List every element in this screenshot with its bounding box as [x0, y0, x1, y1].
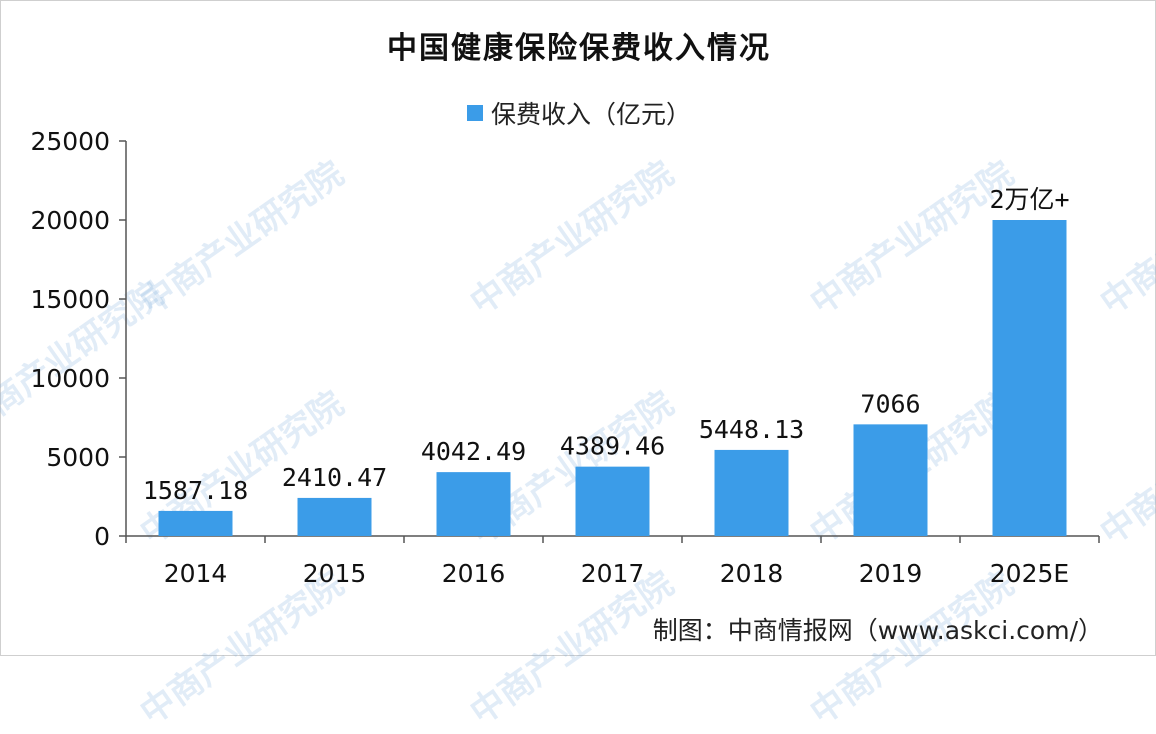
bar — [714, 449, 789, 536]
y-tick-label: 15000 — [30, 285, 110, 314]
x-tick-label: 2018 — [720, 559, 784, 588]
legend-swatch — [466, 105, 483, 121]
y-tick-label: 20000 — [30, 206, 110, 235]
x-tick-label: 2017 — [581, 559, 645, 588]
data-label: 4389.46 — [560, 432, 665, 461]
x-tick-label: 2019 — [859, 559, 923, 588]
x-tick-label: 2025E — [990, 559, 1069, 588]
y-tick-label: 25000 — [30, 127, 110, 156]
y-tick-label: 10000 — [30, 364, 110, 393]
bar — [297, 497, 372, 536]
bar-chart: 0 5000 10000 15000 20000 25000 1587.18 2014 2410… — [30, 127, 1100, 588]
bar — [992, 220, 1067, 536]
data-label: 2410.47 — [282, 463, 387, 492]
x-tick-label: 2016 — [442, 559, 506, 588]
data-label: 1587.18 — [143, 476, 248, 505]
bar — [575, 466, 650, 536]
y-tick-label: 0 — [94, 522, 110, 551]
data-label: 2万亿+ — [989, 185, 1069, 214]
data-label: 5448.13 — [699, 415, 804, 444]
x-tick-label: 2014 — [164, 559, 228, 588]
bar — [158, 510, 233, 536]
x-tick-label: 2015 — [303, 559, 367, 588]
data-label: 7066 — [860, 389, 920, 418]
legend: 保费收入（亿元） — [1, 95, 1156, 131]
y-tick-label: 5000 — [46, 443, 110, 472]
chart-title: 中国健康保险保费收入情况 — [387, 31, 771, 66]
legend-label: 保费收入（亿元） — [490, 100, 691, 129]
bar — [436, 472, 511, 536]
bar — [853, 424, 928, 536]
data-label: 4042.49 — [421, 437, 526, 466]
source-note: 制图：中商情报网（www.askci.com/） — [652, 616, 1103, 645]
